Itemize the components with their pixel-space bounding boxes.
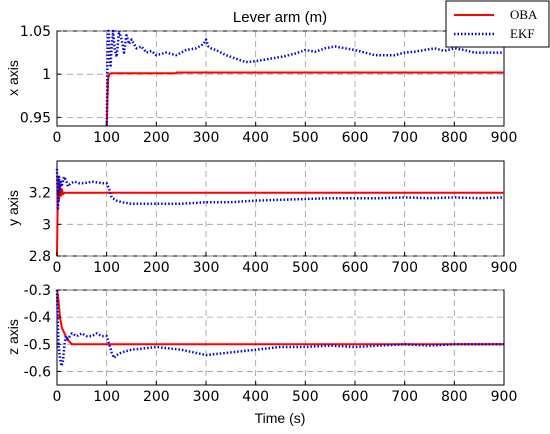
panel-z-xtick-label: 0	[53, 389, 62, 405]
chart-title: Lever arm (m)	[233, 9, 327, 26]
panel-z-xtick-label: 300	[193, 389, 220, 405]
panel-z-xtick-label: 500	[292, 389, 319, 405]
panel-x-xtick-label: 800	[441, 130, 468, 146]
panel-x-xtick-label: 400	[242, 130, 269, 146]
panel-x-ticks: 0 100 200 300 400 500 600 700 800 900 0.95 1 1.05	[20, 24, 518, 146]
legend: OBA EKF	[445, 0, 550, 48]
panel-y-xtick-label: 100	[93, 260, 120, 276]
panel-y-frame	[56, 160, 505, 257]
panel-z-series-ekf	[55, 289, 504, 368]
panel-y-ylabel: y axis	[5, 190, 21, 226]
panel-z-xtick-label: 400	[242, 389, 269, 405]
panel-x-xtick-label: 500	[292, 130, 319, 146]
legend-label-ekf: EKF	[510, 26, 535, 41]
panel-x-xtick-label: 0	[53, 130, 62, 146]
panel-x-frame	[56, 30, 505, 127]
panel-x-ylabel: x axis	[5, 60, 21, 96]
panel-y-xtick-label: 300	[193, 260, 220, 276]
panel-y-series	[55, 168, 505, 257]
panel-z-series	[55, 289, 504, 368]
x-axis-label: Time (s)	[255, 410, 306, 426]
panel-x-series-ekf	[105, 29, 504, 127]
panel-x-xtick-label: 600	[342, 130, 369, 146]
panel-z-ytick-label: -0.6	[24, 364, 51, 380]
panel-x-grid	[57, 30, 504, 126]
panel-x-series	[105, 29, 504, 127]
panel-x-xtick-label: 200	[143, 130, 170, 146]
panel-z-xtick-label: 200	[143, 389, 170, 405]
panel-z-xtick-label: 700	[391, 389, 418, 405]
panel-y-xtick-label: 700	[391, 260, 418, 276]
panel-z-xtick-label: 800	[441, 389, 468, 405]
panel-x-xtick-label: 700	[391, 130, 418, 146]
panel-y-xtick-label: 800	[441, 260, 468, 276]
panel-y-axis: 0 100 200 300 400 500 600 700 800 900 2.8 3 3.2 y ax…	[5, 160, 518, 276]
panel-x-ytick-label: 1.05	[20, 24, 51, 40]
panel-y-xtick-label: 600	[342, 260, 369, 276]
panel-x-xtick-label: 300	[193, 130, 220, 146]
panel-z-ytick-label: -0.4	[24, 310, 51, 326]
panel-y-xtick-label: 400	[242, 260, 269, 276]
legend-box	[445, 0, 550, 48]
panel-z-frame	[56, 289, 505, 386]
panel-x-xtick-label: 100	[93, 130, 120, 146]
panel-x-ytick-label: 0.95	[20, 110, 51, 126]
panel-y-xtick-label: 200	[143, 260, 170, 276]
panel-x-xtick-label: 900	[491, 130, 518, 146]
panel-y-ticks: 0 100 200 300 400 500 600 700 800 900 2.8 3 3.2	[29, 186, 518, 276]
panel-z-xtick-label: 900	[491, 389, 518, 405]
panel-y-ytick-label: 3.2	[29, 186, 51, 202]
panel-z-xtick-label: 100	[93, 389, 120, 405]
panel-x-axis: 0 100 200 300 400 500 600 700 800 900 0.95 1 1.05 Le…	[5, 9, 517, 146]
legend-label-oba: OBA	[510, 7, 538, 22]
panel-y-xtick-label: 500	[292, 260, 319, 276]
panel-x-ytick-label: 1	[42, 67, 51, 83]
panel-z-axis: 0 100 200 300 400 500 600 700 800 900 -0.3 -0.4 -0.5…	[5, 283, 517, 426]
panel-y-xtick-label: 900	[491, 260, 518, 276]
panel-y-ytick-label: 2.8	[29, 249, 51, 265]
panel-z-series-oba	[56, 289, 504, 346]
panel-y-ytick-label: 3	[42, 217, 51, 233]
panel-x-series-oba	[105, 71, 504, 127]
panel-z-ytick-label: -0.5	[24, 337, 51, 353]
panel-z-ytick-label: -0.3	[24, 283, 51, 299]
panel-y-series-ekf	[55, 168, 505, 210]
panel-z-xtick-label: 600	[342, 389, 369, 405]
panel-z-ticks: 0 100 200 300 400 500 600 700 800 900 -0.3 -0.4 -0.5…	[24, 283, 518, 405]
panel-y-xtick-label: 0	[53, 260, 62, 276]
panel-z-ylabel: z axis	[5, 319, 21, 355]
